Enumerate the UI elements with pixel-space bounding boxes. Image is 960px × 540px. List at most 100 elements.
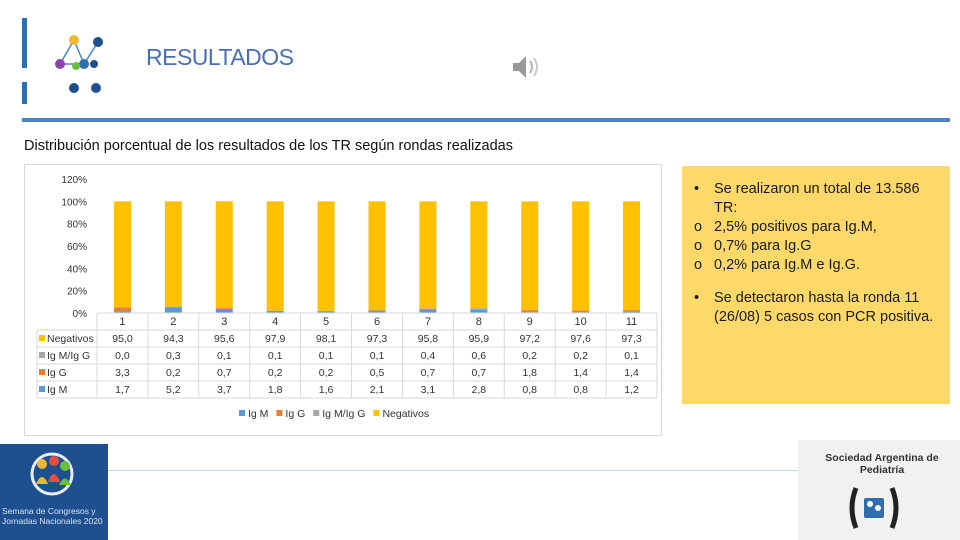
data-label: 0,2	[268, 367, 283, 379]
y-tick-label: 40%	[67, 264, 87, 275]
data-label: 1,6	[319, 384, 334, 396]
bar-segment	[521, 201, 539, 310]
y-tick-label: 60%	[67, 242, 87, 253]
data-label: 1,4	[573, 367, 588, 379]
bar-segment	[623, 310, 641, 312]
x-tick-label: 8	[476, 316, 482, 328]
data-label: 0,8	[522, 384, 537, 396]
data-label: 0,7	[421, 367, 436, 379]
data-label: 2,1	[370, 384, 385, 396]
bar-segment	[470, 309, 488, 310]
y-tick-label: 120%	[61, 175, 87, 186]
data-label: 97,3	[621, 333, 642, 345]
chart-container: 0% 20% 40% 60% 80% 100% 120% 1 2 3 4 5 6 7 8 9 10 11 Negat…	[24, 164, 662, 436]
data-label: 0,7	[217, 367, 232, 379]
data-label: 94,3	[163, 333, 184, 345]
header-divider	[22, 118, 950, 122]
bar-segment	[113, 311, 131, 313]
people-group-icon	[30, 452, 74, 496]
note-sub-3: o 0,2% para Ig.M e Ig.G.	[690, 256, 940, 275]
x-tick-label: 6	[374, 316, 380, 328]
note-text-total: Se realizaron un total de 13.586 TR:	[714, 181, 920, 216]
data-label: 1,8	[522, 367, 537, 379]
legend-label: Negativos	[382, 408, 429, 420]
page-title: RESULTADOS	[146, 44, 294, 70]
x-tick-label: 2	[170, 316, 176, 328]
event-logo-panel: Semana de Congresos y Jornadas Nacionale…	[0, 444, 108, 540]
note-text-pcr: Se detectaron hasta la ronda 11 (26/08) …	[714, 290, 934, 325]
chart-subtitle: Distribución porcentual de los resultado…	[24, 138, 513, 154]
data-label: 0,8	[573, 384, 588, 396]
table-row-label: Ig M	[47, 384, 67, 396]
sub-bullet-symbol: o	[694, 257, 703, 273]
y-tick-label: 0%	[73, 309, 88, 320]
data-label: 3,3	[115, 367, 130, 379]
footer-divider	[108, 470, 798, 471]
event-name: Semana de Congresos y Jornadas Nacionale…	[2, 506, 103, 526]
data-label: 97,2	[520, 333, 541, 345]
data-label: 0,2	[319, 367, 334, 379]
bar-segment	[368, 201, 386, 310]
data-label: 0,5	[370, 367, 385, 379]
data-label: 0,2	[166, 367, 181, 379]
x-tick-label: 11	[626, 316, 637, 328]
data-label: 98,1	[316, 333, 337, 345]
legend-key	[276, 410, 283, 416]
y-tick-label: 20%	[67, 287, 87, 298]
sub-bullet-symbol: o	[694, 238, 703, 254]
data-label: 0,1	[370, 350, 385, 362]
note-bullet-1: • Se realizaron un total de 13.586 TR:	[690, 180, 940, 218]
note-sub-1: o 2,5% positivos para Ig.M,	[690, 218, 940, 237]
data-label: 3,1	[421, 384, 436, 396]
bar-segment	[368, 310, 386, 311]
data-label: 0,7	[472, 367, 487, 379]
logo-bar-top	[22, 18, 27, 68]
bar-segment	[419, 309, 437, 313]
bar-segment	[419, 201, 437, 309]
data-label: 0,0	[115, 350, 130, 362]
bar-segment	[572, 310, 590, 313]
legend-key	[239, 410, 245, 416]
legend-label: Ig G	[285, 408, 305, 420]
notes-panel: • Se realizaron un total de 13.586 TR: o…	[682, 166, 950, 404]
y-tick-label: 100%	[61, 197, 87, 208]
data-label: 0,1	[624, 350, 639, 362]
network-logo-icon	[55, 35, 103, 93]
legend-label: Ig M/Ig G	[322, 408, 365, 420]
bar-segment	[266, 201, 284, 311]
bar-segment	[470, 201, 488, 309]
note-text-igg: 0,7% para Ig.G	[714, 238, 812, 254]
data-label: 1,7	[115, 384, 130, 396]
note-text-igm-igg: 0,2% para Ig.M e Ig.G.	[714, 257, 860, 273]
logo-bar-bottom	[22, 82, 27, 104]
speaker-icon[interactable]	[510, 52, 546, 82]
bar-segment	[113, 307, 131, 312]
data-label: 95,9	[469, 333, 490, 345]
x-tick-label: 9	[527, 316, 533, 328]
data-label: 0,2	[522, 350, 537, 362]
data-label: 3,7	[217, 384, 232, 396]
data-label: 1,2	[624, 384, 639, 396]
legend-key	[313, 410, 320, 416]
bar-segment	[113, 201, 131, 308]
bullet-symbol: •	[694, 290, 700, 306]
table-row-label: Ig M/Ig G	[47, 350, 90, 362]
bar-segment	[623, 201, 641, 310]
org-name: Sociedad Argentina de Pediatría	[825, 452, 939, 476]
data-label: 2,8	[472, 384, 487, 396]
data-label: 97,6	[570, 333, 591, 345]
sub-bullet-symbol: o	[694, 219, 703, 235]
data-label: 0,3	[166, 350, 181, 362]
data-label: 95,0	[112, 333, 133, 345]
bar-segment	[419, 308, 437, 310]
bar-segment	[215, 201, 233, 308]
legend-key	[39, 386, 45, 392]
bar-segment	[164, 201, 182, 307]
note-text-igm: 2,5% positivos para Ig.M,	[714, 219, 877, 235]
data-label: 5,2	[166, 384, 181, 396]
bar-segment	[470, 309, 488, 313]
bar-segment	[266, 310, 284, 313]
data-label: 97,3	[367, 333, 388, 345]
x-tick-label: 4	[272, 316, 278, 328]
data-label: 0,2	[573, 350, 588, 362]
